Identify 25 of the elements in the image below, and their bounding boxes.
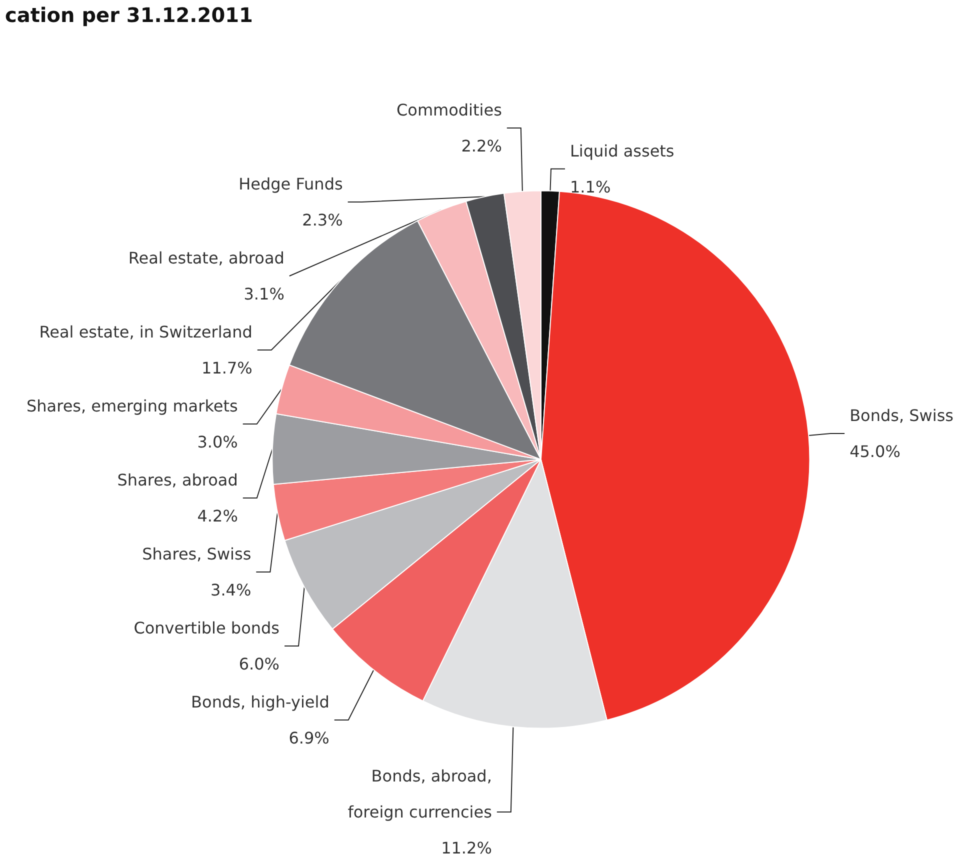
slice-label: Bonds, abroad, foreign currencies <box>348 766 492 822</box>
data-label: 4.2% <box>197 506 238 526</box>
slice-label: Bonds, high-yield <box>191 692 330 712</box>
slice-label: Shares, abroad <box>117 470 238 490</box>
slice-label: Shares, Swiss <box>142 544 252 564</box>
slice-label: Commodities <box>396 100 502 120</box>
chart-title: cation per 31.12.2011 <box>5 3 253 27</box>
data-label: 3.4% <box>210 580 252 600</box>
data-label: 2.3% <box>302 210 343 230</box>
slice-label: Convertible bonds <box>134 618 280 638</box>
data-label: 3.0% <box>197 432 238 452</box>
data-label: 6.0% <box>238 654 280 674</box>
slice-label: Hedge Funds <box>238 174 343 194</box>
data-label: 45.0% <box>850 442 900 462</box>
slice-label: Real estate, in Switzerland <box>39 322 252 342</box>
data-label: 1.1% <box>570 177 611 196</box>
data-label: 11.2% <box>441 838 492 858</box>
data-label: 6.9% <box>288 728 330 748</box>
data-label: 2.2% <box>461 136 502 156</box>
slice-label: Real estate, abroad <box>128 248 284 268</box>
slice-label: Bonds, Swiss <box>850 406 954 426</box>
slice-label: Shares, emerging markets <box>26 396 238 416</box>
data-label: 11.7% <box>202 358 252 378</box>
slice-label: Liquid assets <box>570 141 674 160</box>
data-label: 3.1% <box>244 284 284 304</box>
